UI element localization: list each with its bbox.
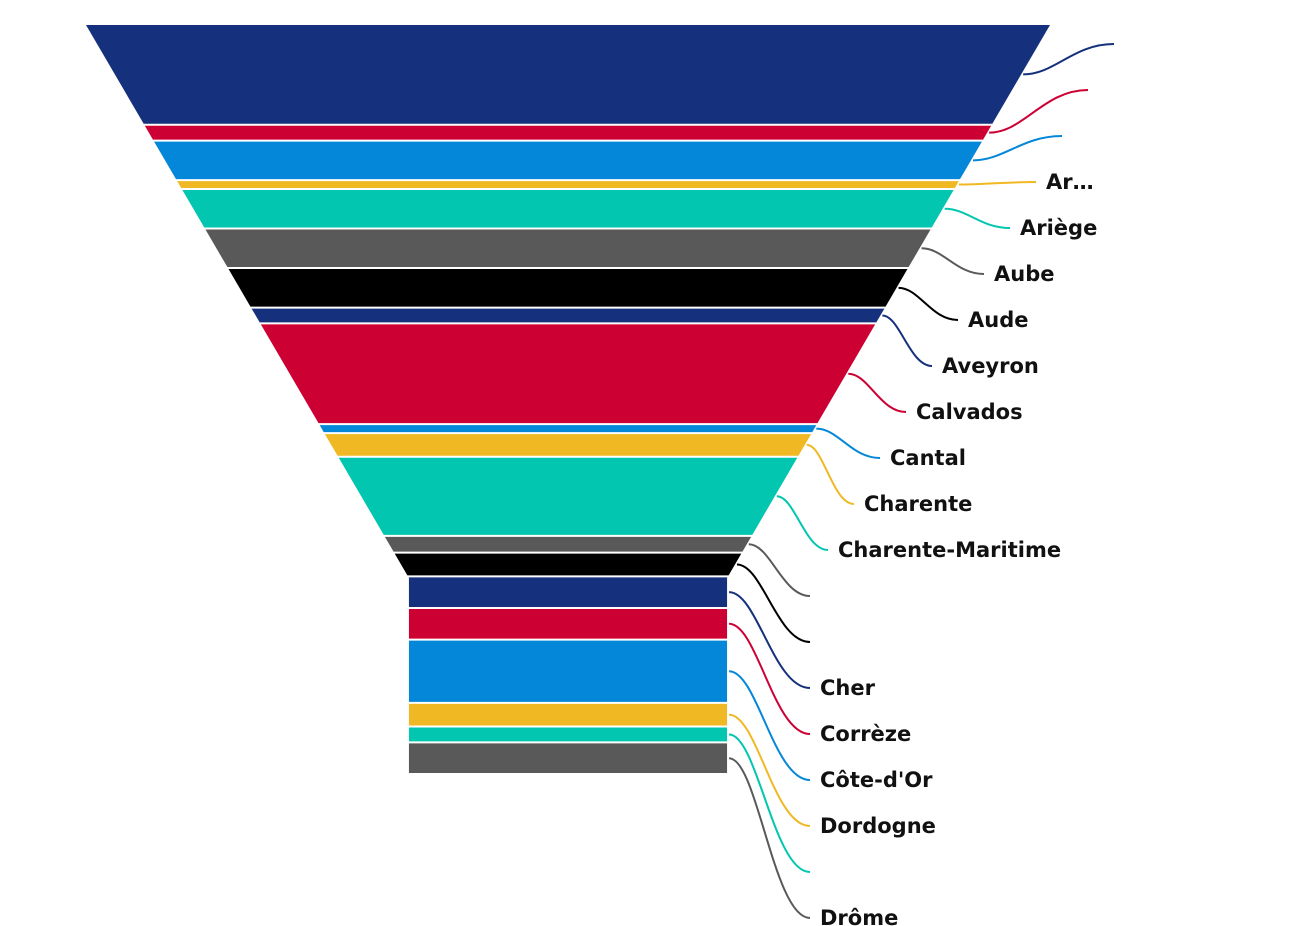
segment-label: Cher bbox=[820, 676, 876, 700]
label-connector bbox=[728, 733, 811, 873]
label-connector bbox=[989, 89, 1089, 134]
funnel-segment bbox=[408, 743, 728, 773]
segment-label: Calvados bbox=[916, 400, 1023, 424]
label-connector bbox=[736, 563, 811, 643]
label-connector bbox=[728, 622, 811, 735]
label-connector bbox=[816, 427, 881, 459]
funnel-segment bbox=[182, 190, 954, 228]
label-connector bbox=[972, 135, 1063, 162]
segment-label: Ar… bbox=[1046, 170, 1094, 194]
label-connector bbox=[728, 591, 811, 689]
label-connector bbox=[728, 757, 811, 919]
funnel-segment bbox=[251, 308, 885, 323]
label-connector bbox=[921, 247, 985, 275]
label-connector bbox=[958, 181, 1037, 186]
label-connector bbox=[1023, 43, 1115, 76]
label-connector bbox=[882, 314, 933, 367]
segment-label: Drôme bbox=[820, 906, 898, 926]
segment-label: Cantal bbox=[890, 446, 966, 470]
segment-label: Dordogne bbox=[820, 814, 936, 838]
funnel-segment bbox=[394, 553, 742, 576]
label-connector bbox=[944, 207, 1011, 229]
segment-label: Aube bbox=[994, 262, 1054, 286]
funnel-segment bbox=[319, 425, 817, 433]
label-connectors bbox=[728, 43, 1115, 919]
segment-label: Aude bbox=[968, 308, 1028, 332]
segment-labels: Ar… Ariège Aube Aude Aveyron Calvados Cantal Ch… bbox=[820, 170, 1097, 926]
funnel-segment bbox=[228, 269, 908, 307]
funnel-segment bbox=[408, 608, 728, 639]
segment-label: Charente-Maritime bbox=[838, 538, 1061, 562]
funnel-segments bbox=[86, 25, 1050, 773]
label-connector bbox=[728, 670, 811, 781]
funnel-segment bbox=[408, 727, 728, 742]
funnel-segment bbox=[408, 577, 728, 607]
funnel-segment bbox=[177, 181, 959, 189]
label-connector bbox=[848, 372, 907, 413]
funnel-segment bbox=[384, 536, 752, 552]
label-connector bbox=[776, 495, 829, 551]
label-connector bbox=[806, 443, 855, 505]
segment-label: Corrèze bbox=[820, 722, 911, 746]
funnel-segment bbox=[324, 434, 812, 456]
funnel-segment bbox=[260, 324, 876, 424]
label-connector bbox=[748, 543, 811, 597]
funnel-segment bbox=[144, 125, 992, 140]
funnel-segment bbox=[408, 640, 728, 702]
funnel-segment bbox=[205, 229, 931, 268]
segment-label: Aveyron bbox=[942, 354, 1039, 378]
funnel-segment bbox=[154, 141, 982, 180]
segment-label: Côte-d'Or bbox=[820, 768, 933, 792]
label-connector bbox=[728, 713, 811, 827]
funnel-segment bbox=[338, 457, 798, 535]
funnel-segment bbox=[408, 703, 728, 726]
segment-label: Charente bbox=[864, 492, 972, 516]
label-connector bbox=[898, 286, 959, 321]
segment-label: Ariège bbox=[1020, 216, 1097, 240]
funnel-segment bbox=[86, 25, 1050, 124]
